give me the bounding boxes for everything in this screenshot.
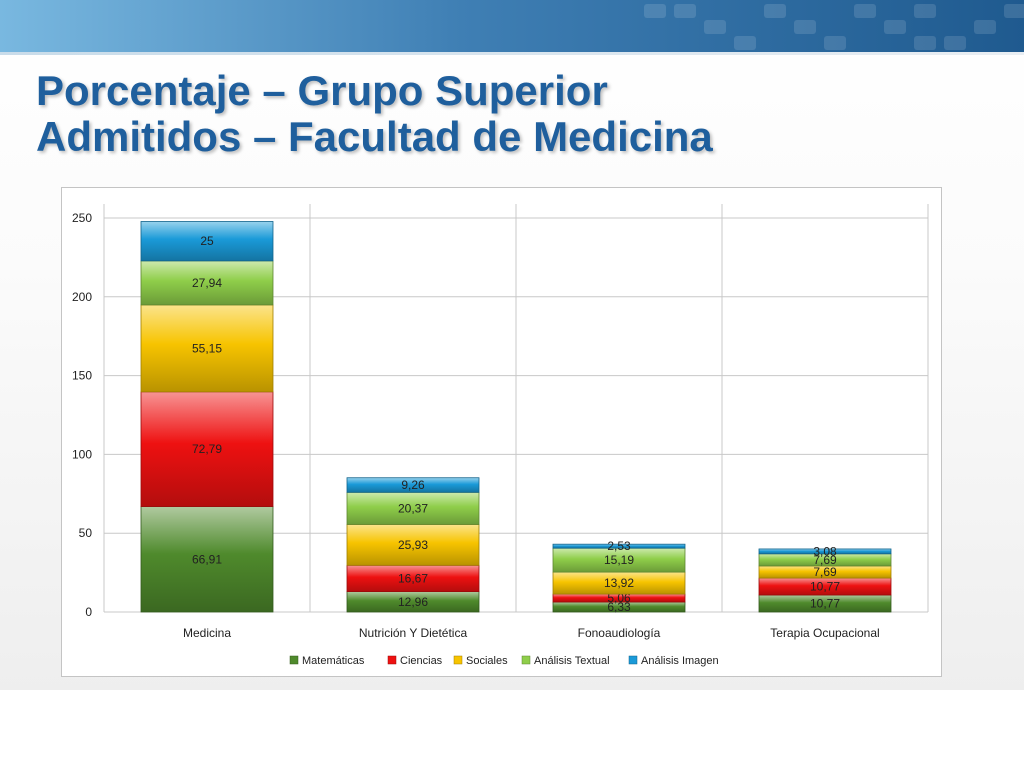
bottom-band <box>0 690 1024 768</box>
legend-swatch-analisis-textual <box>521 655 531 665</box>
data-label: 55,15 <box>192 341 222 355</box>
data-label: 20,37 <box>398 501 428 515</box>
x-tick-label: Nutrición Y Dietética <box>359 626 468 640</box>
legend-label-ciencias: Ciencias <box>400 655 443 667</box>
data-label: 15,19 <box>604 553 634 567</box>
data-label: 2,53 <box>607 539 631 553</box>
top-banner <box>0 0 1024 52</box>
bar-segment-analisis-imagen <box>140 221 274 262</box>
banner-tile-pattern <box>604 0 1024 52</box>
data-label: 7,69 <box>813 553 837 567</box>
x-tick-label: Medicina <box>183 626 231 640</box>
bar-segment-sociales <box>346 524 480 566</box>
y-tick-label: 150 <box>72 369 92 383</box>
legend-label-matematicas: Matemáticas <box>302 655 365 667</box>
bar-segment-analisis-imagen <box>346 477 480 493</box>
bar-segment-analisis-imagen <box>758 548 892 555</box>
data-label: 10,77 <box>810 597 840 611</box>
data-label: 25 <box>200 234 214 248</box>
data-label: 10,77 <box>810 580 840 594</box>
x-tick-label: Terapia Ocupacional <box>770 626 879 640</box>
y-tick-label: 50 <box>79 526 93 540</box>
y-tick-label: 200 <box>72 290 92 304</box>
y-tick-label: 250 <box>72 211 92 225</box>
chart-frame: 0 50 100 150 200 250 66,91 72,79 55,15 27,94 25 Med… <box>61 187 942 677</box>
y-tick-label: 0 <box>85 605 92 619</box>
data-label: 9,26 <box>401 478 425 492</box>
bar-segment-analisis-textual <box>346 491 480 525</box>
data-label: 16,67 <box>398 571 428 585</box>
legend-swatch-ciencias <box>387 655 397 665</box>
slide-title-line-2: Admitidos – Facultad de Medicina <box>36 113 713 160</box>
data-label: 5,06 <box>607 591 631 605</box>
bar-segment-matematicas <box>140 506 274 613</box>
data-label: 6,33 <box>607 600 631 614</box>
data-label: 27,94 <box>192 276 222 290</box>
legend-label-analisis-imagen: Análisis Imagen <box>641 655 719 667</box>
legend-swatch-matematicas <box>289 655 299 665</box>
x-tick-label: Fonoaudiología <box>578 626 661 640</box>
data-label: 72,79 <box>192 442 222 456</box>
data-label: 13,92 <box>604 576 634 590</box>
stacked-bar-chart: 0 50 100 150 200 250 66,91 72,79 55,15 27,94 25 Med… <box>72 204 929 667</box>
bar-segment-ciencias <box>346 564 480 592</box>
slide-title-line-1: Porcentaje – Grupo Superior <box>36 67 608 114</box>
legend-swatch-analisis-imagen <box>628 655 638 665</box>
legend-swatch-sociales <box>453 655 463 665</box>
bar-segment-sociales <box>140 304 274 393</box>
y-tick-label: 100 <box>72 447 92 461</box>
banner-rule <box>0 52 1024 55</box>
data-label: 25,93 <box>398 538 428 552</box>
data-label: 66,91 <box>192 552 222 566</box>
data-label: 3,08 <box>813 544 837 558</box>
data-label: 7,69 <box>813 565 837 579</box>
bar-segment-analisis-imagen <box>552 543 686 549</box>
data-label: 12,96 <box>398 595 428 609</box>
legend-label-sociales: Sociales <box>466 655 508 667</box>
bar-segment-ciencias <box>140 391 274 507</box>
legend-label-analisis-textual: Análisis Textual <box>534 655 610 667</box>
slide-title: Porcentaje – Grupo Superior Admitidos – … <box>36 68 713 160</box>
bar-segment-analisis-textual <box>140 260 274 306</box>
